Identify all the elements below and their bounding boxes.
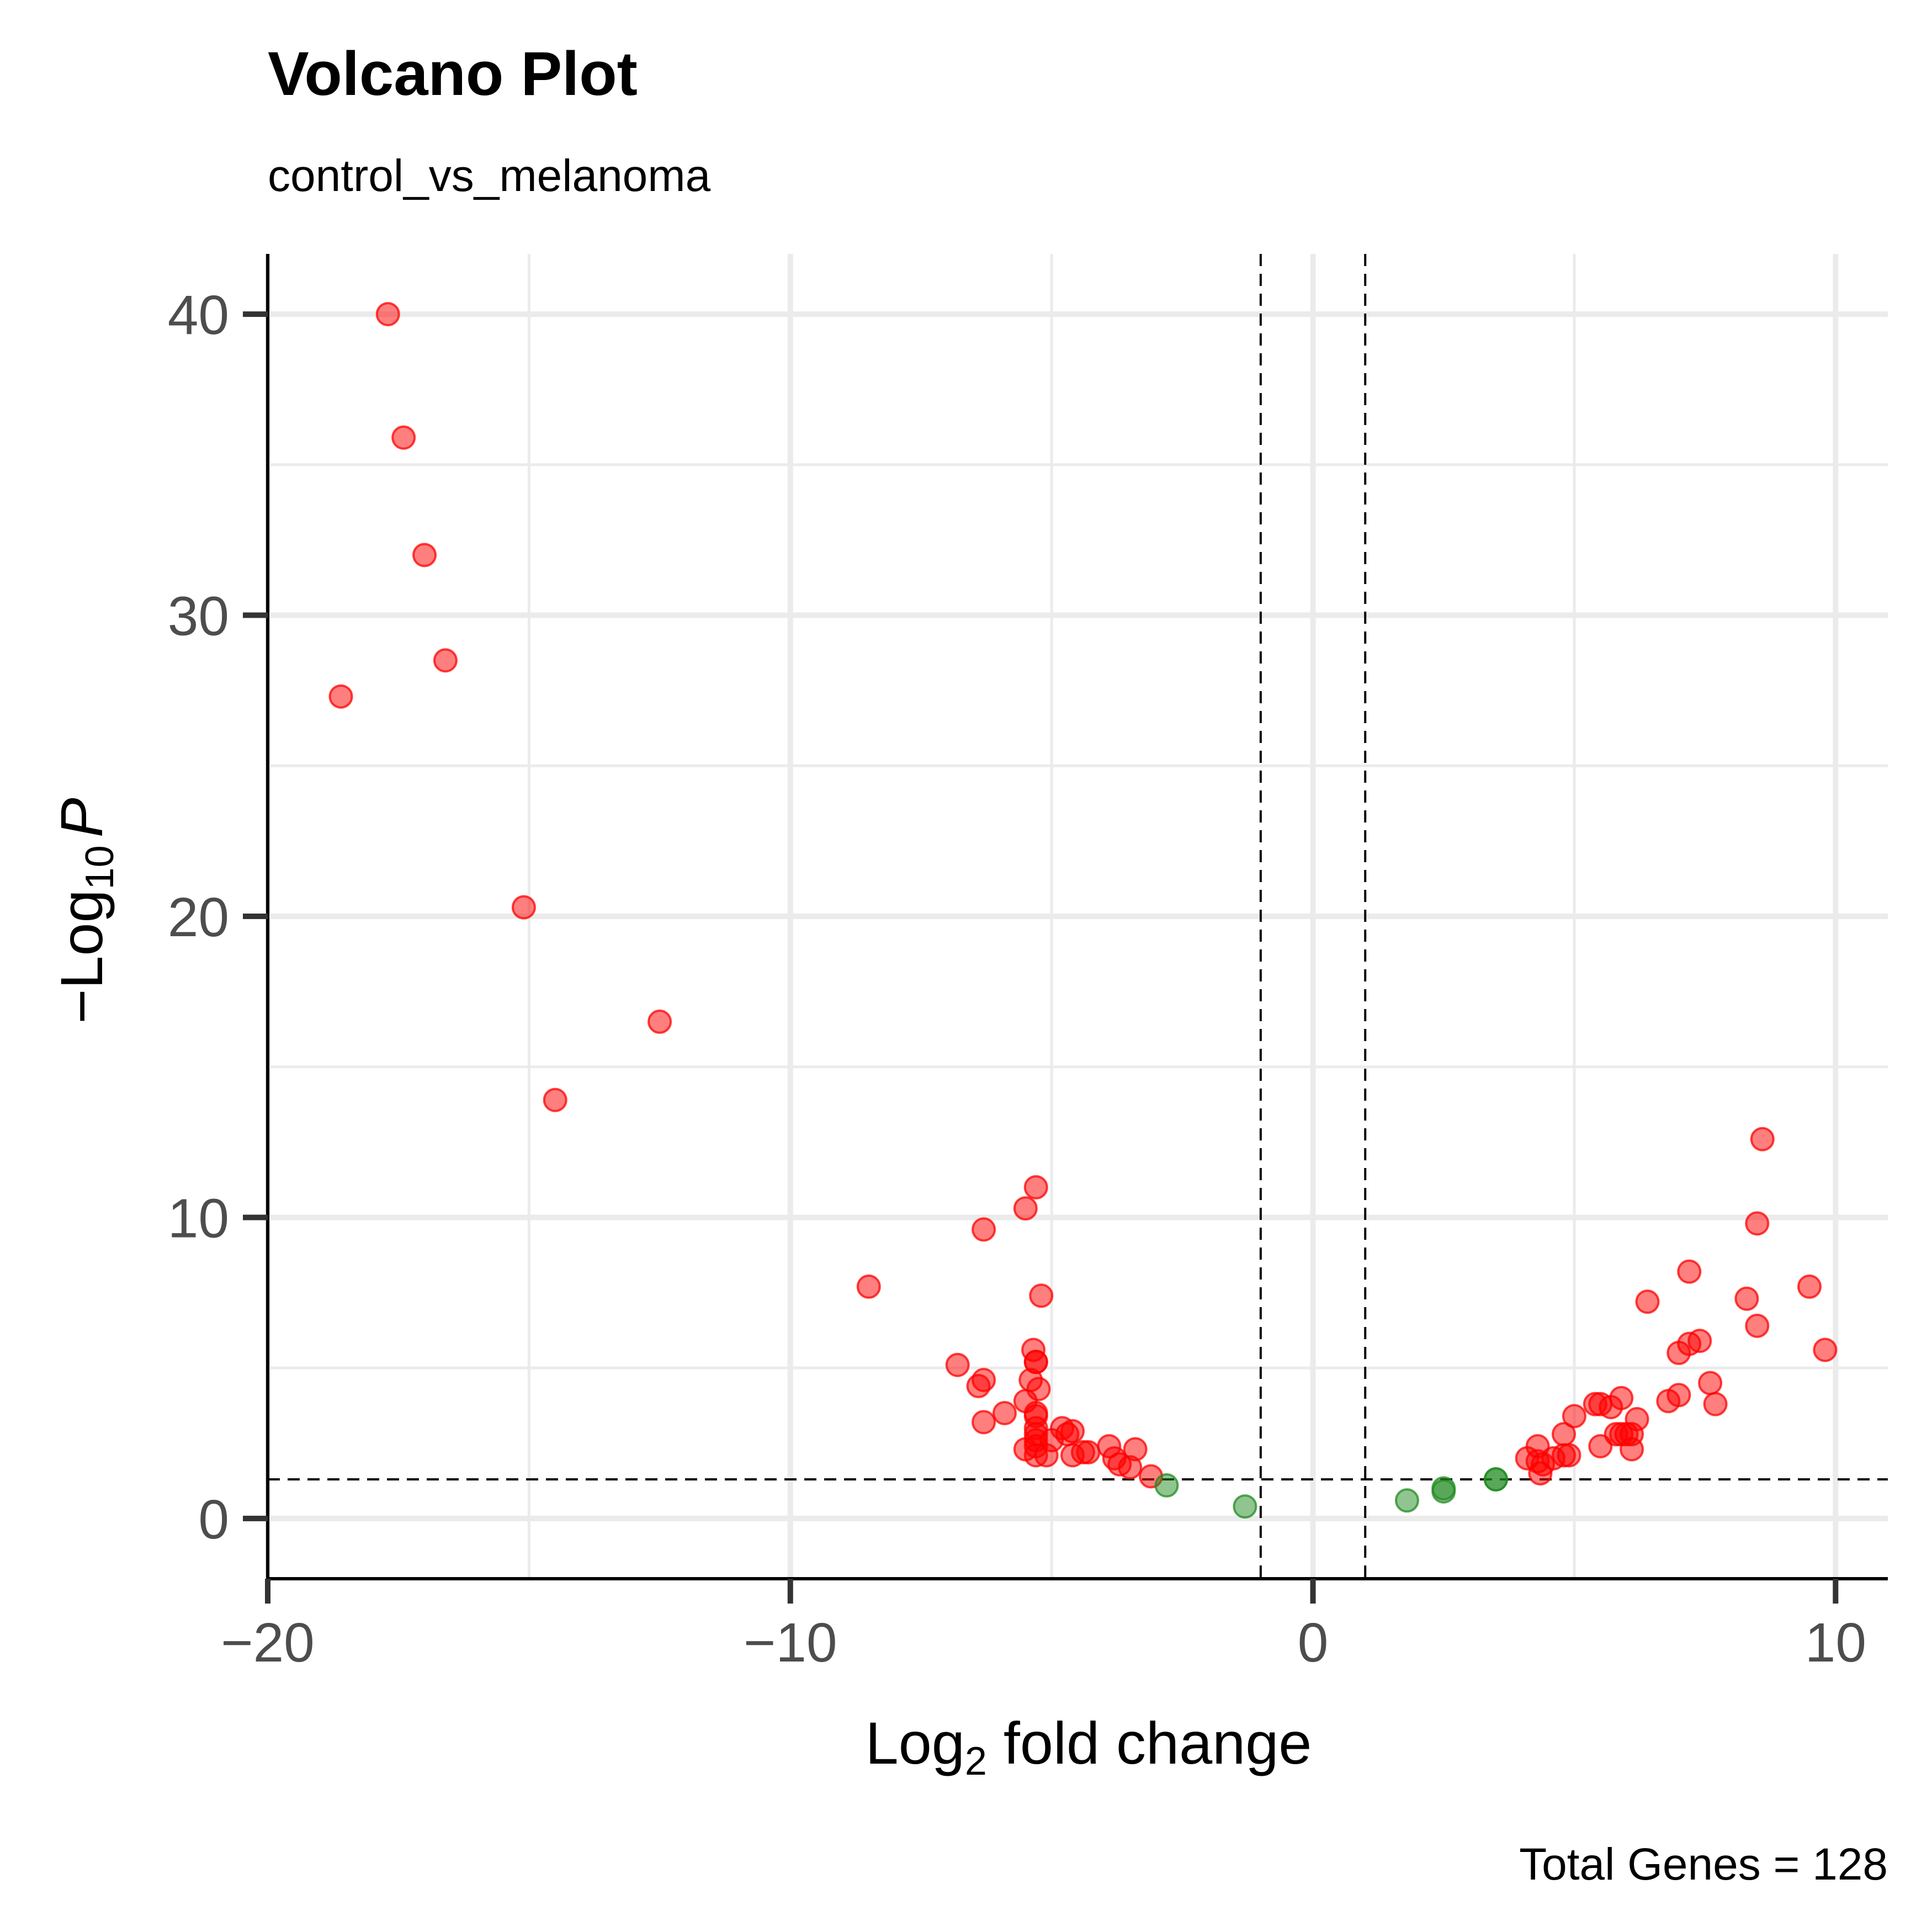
grid-lines	[265, 254, 1888, 1579]
data-point-significant	[1123, 1437, 1148, 1462]
data-point-significant	[511, 895, 536, 920]
data-point-significant	[972, 1368, 996, 1392]
data-point-significant	[1745, 1313, 1770, 1338]
data-point-ns	[1483, 1467, 1508, 1492]
data-point-significant	[1666, 1383, 1691, 1408]
data-point-significant	[992, 1401, 1017, 1425]
y-tick-label: 0	[198, 1489, 229, 1551]
tick-labels: −20 −10 0 10 0 10 20 30 40	[168, 284, 1866, 1674]
data-point-significant	[328, 684, 353, 709]
data-point-significant	[972, 1410, 996, 1435]
data-point-significant	[1013, 1196, 1038, 1221]
y-axis-label-italic: P	[48, 798, 115, 837]
data-point-ns	[1431, 1476, 1456, 1501]
y-tick-label: 40	[168, 284, 229, 346]
data-point-significant	[391, 425, 416, 450]
x-axis-label-sub: 2	[965, 1739, 987, 1784]
threshold-lines	[268, 254, 1888, 1579]
x-axis-label: Log2 fold change	[866, 1710, 1312, 1784]
y-axis-label-sub: 10	[78, 845, 122, 889]
data-point-significant	[412, 543, 437, 567]
data-point-significant	[1557, 1443, 1581, 1468]
data-point-significant	[1023, 1175, 1048, 1199]
data-point-significant	[1750, 1127, 1775, 1151]
y-tick-label: 20	[168, 887, 229, 948]
x-tick-label: −20	[221, 1612, 315, 1674]
x-tick-label: 10	[1805, 1612, 1866, 1674]
data-point-significant	[1026, 1377, 1051, 1402]
data-point-significant	[1698, 1371, 1723, 1395]
data-points	[328, 302, 1838, 1519]
data-point-significant	[543, 1087, 567, 1112]
x-axis-label-rest: fold change	[987, 1710, 1312, 1776]
data-point-ns	[1394, 1488, 1419, 1513]
data-point-significant	[856, 1274, 881, 1299]
data-point-significant	[1677, 1259, 1702, 1284]
data-point-significant	[972, 1217, 996, 1242]
x-tick-label: −10	[744, 1612, 837, 1674]
data-point-ns	[1154, 1473, 1179, 1498]
chart-title: Volcano Plot	[268, 39, 638, 108]
data-point-significant	[375, 302, 400, 327]
data-point-significant	[1060, 1419, 1085, 1443]
data-point-significant	[1745, 1211, 1770, 1236]
chart-subtitle: control_vs_melanoma	[268, 151, 711, 201]
x-axis-label-base: Log	[866, 1710, 965, 1776]
chart-caption: Total Genes = 128	[1519, 1839, 1888, 1889]
data-point-significant	[1687, 1329, 1712, 1354]
data-point-significant	[1734, 1286, 1759, 1311]
data-point-significant	[1625, 1406, 1649, 1431]
data-point-ns	[1233, 1494, 1257, 1519]
x-tick-label: 0	[1298, 1612, 1329, 1674]
data-point-significant	[1635, 1289, 1660, 1314]
data-point-significant	[1813, 1337, 1838, 1362]
data-point-significant	[433, 648, 458, 673]
data-point-significant	[1023, 1350, 1048, 1374]
data-point-significant	[647, 1009, 672, 1034]
axes	[243, 254, 1888, 1604]
data-point-significant	[1703, 1392, 1728, 1416]
data-point-significant	[1076, 1440, 1101, 1464]
y-tick-label: 30	[168, 586, 229, 647]
data-point-significant	[1528, 1461, 1553, 1486]
data-point-significant	[1609, 1386, 1634, 1410]
data-point-significant	[1562, 1404, 1586, 1429]
y-axis-label: −Log10 P	[48, 798, 122, 1023]
y-tick-label: 10	[168, 1187, 229, 1249]
data-point-significant	[945, 1352, 970, 1377]
data-point-significant	[1029, 1283, 1054, 1308]
y-axis-label-prefix: −Log	[48, 889, 115, 1023]
data-point-significant	[1797, 1274, 1822, 1299]
